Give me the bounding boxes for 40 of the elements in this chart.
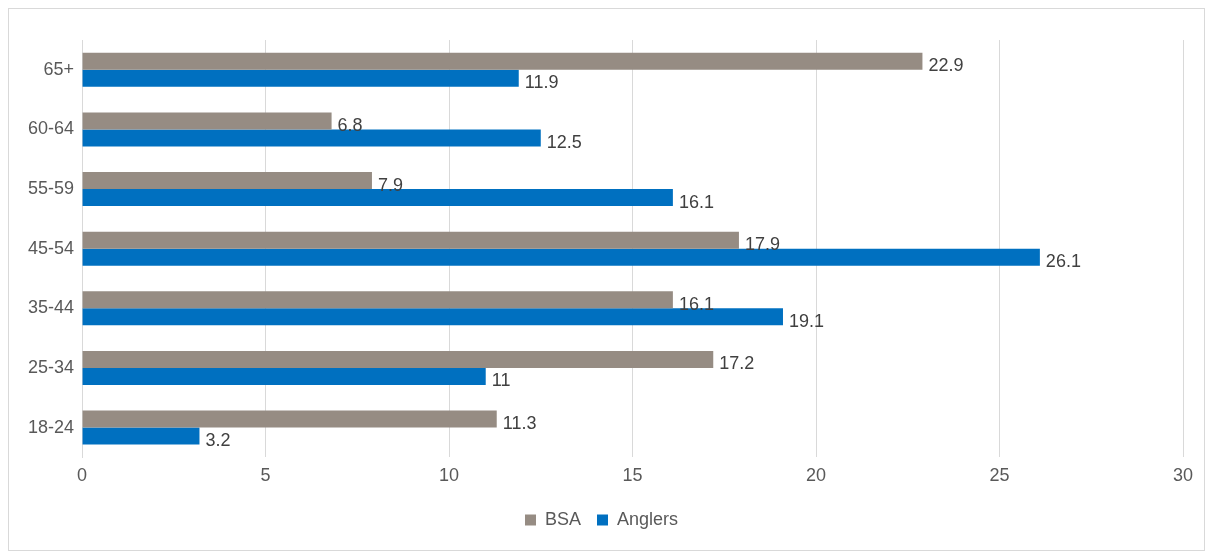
bar xyxy=(82,427,200,445)
data-label: 19.1 xyxy=(788,310,825,331)
bar xyxy=(82,112,332,130)
bar xyxy=(82,367,486,385)
bar xyxy=(82,129,541,147)
bar xyxy=(82,308,783,326)
data-label: 12.5 xyxy=(546,131,582,152)
data-label: 11.3 xyxy=(502,413,537,434)
data-label: 11.9 xyxy=(524,72,559,93)
y-tick-label: 18-24 xyxy=(27,416,75,437)
data-label: 26.1 xyxy=(1045,251,1081,272)
x-tick-label: 15 xyxy=(622,465,643,486)
y-tick-label: 35-44 xyxy=(27,297,75,318)
legend-label: Anglers xyxy=(616,508,679,529)
y-tick-label: 60-64 xyxy=(27,118,75,139)
x-tick-label: 30 xyxy=(1172,465,1194,486)
bar xyxy=(82,52,923,70)
bar xyxy=(82,291,673,309)
x-tick-label: 20 xyxy=(806,465,827,486)
x-tick-label: 10 xyxy=(439,465,460,486)
y-tick-label: 25-34 xyxy=(27,356,75,377)
y-tick-label: 65+ xyxy=(43,58,75,79)
bar xyxy=(82,248,1040,266)
legend-label: BSA xyxy=(544,508,582,529)
bar xyxy=(82,231,739,249)
x-tick-label: 5 xyxy=(260,465,271,486)
data-label: 17.2 xyxy=(719,353,755,374)
bar xyxy=(82,172,372,190)
bar xyxy=(82,69,519,87)
x-tick-label: 25 xyxy=(989,465,1010,486)
bar xyxy=(82,410,497,428)
y-tick-label: 45-54 xyxy=(27,237,75,258)
data-label: 3.2 xyxy=(205,430,231,451)
bar xyxy=(82,189,673,207)
x-tick-label: 0 xyxy=(77,465,88,486)
bar xyxy=(82,350,714,368)
data-label: 22.9 xyxy=(928,55,964,76)
data-label: 16.1 xyxy=(678,191,714,212)
data-label: 11 xyxy=(491,370,511,391)
y-tick-label: 55-59 xyxy=(27,178,75,199)
